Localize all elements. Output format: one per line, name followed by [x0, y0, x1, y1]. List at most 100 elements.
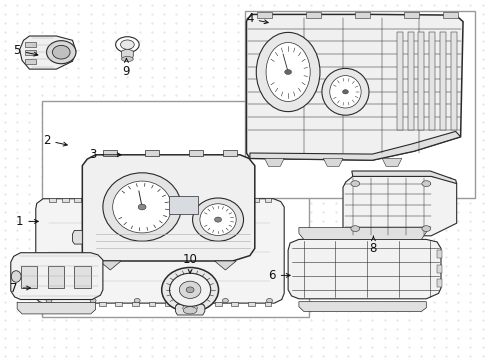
Ellipse shape	[179, 281, 201, 298]
Bar	[48, 266, 64, 288]
Ellipse shape	[94, 245, 122, 255]
Bar	[21, 266, 37, 288]
Polygon shape	[299, 228, 426, 239]
Bar	[437, 279, 442, 287]
Ellipse shape	[330, 76, 361, 108]
Bar	[125, 198, 132, 202]
Bar	[165, 302, 172, 306]
Bar	[265, 198, 271, 202]
Bar	[252, 198, 259, 202]
Bar	[150, 198, 157, 202]
Bar	[214, 198, 220, 202]
Text: 9: 9	[122, 59, 130, 78]
Bar	[215, 302, 221, 306]
Bar	[74, 266, 91, 288]
Bar	[100, 198, 107, 202]
Bar	[443, 12, 458, 18]
Ellipse shape	[134, 298, 140, 303]
Bar	[418, 32, 424, 130]
Bar	[306, 12, 321, 18]
Bar	[248, 302, 255, 306]
Text: 2: 2	[43, 134, 67, 147]
Ellipse shape	[186, 287, 194, 293]
Bar	[408, 32, 414, 130]
Ellipse shape	[170, 273, 211, 306]
Bar	[451, 32, 457, 130]
Polygon shape	[382, 158, 402, 166]
Ellipse shape	[322, 68, 369, 115]
Bar	[49, 198, 56, 202]
Bar	[74, 198, 81, 202]
Bar	[25, 59, 36, 64]
Bar	[145, 150, 159, 156]
Ellipse shape	[343, 90, 348, 94]
Ellipse shape	[138, 204, 146, 210]
Ellipse shape	[285, 69, 292, 75]
Polygon shape	[20, 36, 76, 69]
Bar	[397, 32, 403, 130]
Text: 10: 10	[183, 253, 197, 273]
Bar	[239, 198, 246, 202]
Text: 5: 5	[13, 44, 38, 57]
Bar	[231, 302, 238, 306]
Bar	[115, 302, 122, 306]
Text: 6: 6	[268, 269, 290, 282]
Polygon shape	[73, 230, 82, 244]
Ellipse shape	[46, 298, 52, 303]
Bar	[169, 196, 198, 214]
Bar	[404, 12, 419, 18]
Polygon shape	[17, 302, 96, 314]
Text: 7: 7	[10, 282, 30, 294]
Ellipse shape	[351, 181, 360, 186]
Polygon shape	[323, 158, 343, 166]
Polygon shape	[215, 261, 236, 270]
Bar	[42, 101, 309, 317]
Ellipse shape	[11, 271, 21, 282]
Bar	[257, 12, 272, 18]
Polygon shape	[122, 49, 133, 59]
Bar	[189, 198, 196, 202]
Ellipse shape	[90, 298, 96, 303]
Polygon shape	[343, 176, 457, 236]
Ellipse shape	[122, 57, 133, 62]
Ellipse shape	[193, 198, 244, 241]
Bar	[182, 302, 189, 306]
Polygon shape	[175, 304, 205, 315]
Bar	[437, 250, 442, 258]
Bar	[112, 198, 119, 202]
Polygon shape	[265, 158, 284, 166]
Ellipse shape	[200, 204, 236, 235]
Ellipse shape	[121, 40, 134, 49]
Bar	[226, 198, 233, 202]
Text: 1: 1	[16, 215, 38, 228]
Ellipse shape	[116, 37, 139, 53]
Bar	[66, 302, 73, 306]
Bar	[138, 198, 145, 202]
Bar	[62, 198, 69, 202]
Ellipse shape	[47, 41, 76, 64]
Text: 3: 3	[89, 148, 121, 161]
Ellipse shape	[162, 267, 219, 312]
Ellipse shape	[422, 226, 431, 231]
Ellipse shape	[422, 181, 431, 186]
Bar	[245, 11, 475, 198]
Polygon shape	[11, 253, 103, 300]
Polygon shape	[352, 171, 457, 184]
Bar	[25, 42, 36, 47]
Bar	[25, 50, 36, 55]
Bar	[82, 302, 89, 306]
Bar	[265, 302, 271, 306]
Bar	[355, 12, 370, 18]
Ellipse shape	[267, 298, 272, 303]
Bar	[189, 150, 203, 156]
Polygon shape	[246, 14, 463, 160]
Polygon shape	[36, 199, 284, 303]
Ellipse shape	[215, 217, 221, 222]
Bar	[437, 265, 442, 273]
Ellipse shape	[351, 226, 360, 231]
Bar	[132, 302, 139, 306]
Bar	[87, 198, 94, 202]
Ellipse shape	[103, 173, 181, 241]
Polygon shape	[288, 239, 441, 299]
Text: 4: 4	[246, 12, 268, 25]
